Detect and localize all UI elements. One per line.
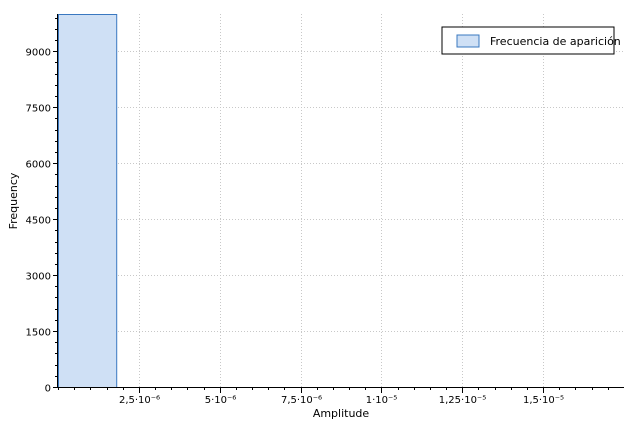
y-tick-label: 3000	[26, 272, 51, 283]
x-tick-label: 7,5·10⁻⁶	[281, 395, 322, 406]
y-tick-label: 0	[45, 384, 51, 395]
y-tick-label: 1500	[26, 328, 51, 339]
y-axis-ticks: 0 1500 3000 4500 6000 7500 9000	[26, 18, 58, 395]
x-tick-label: 5·10⁻⁶	[205, 395, 237, 406]
histogram-bar	[58, 14, 118, 388]
legend-label: Frecuencia de aparición	[490, 35, 621, 48]
x-tick-label: 1,25·10⁻⁵	[439, 395, 486, 406]
x-axis-title: Amplitude	[313, 407, 370, 420]
x-tick-label: 2,5·10⁻⁶	[119, 395, 160, 406]
y-tick-label: 7500	[26, 104, 51, 115]
y-tick-label: 4500	[26, 216, 51, 227]
legend: Frecuencia de aparición	[441, 26, 621, 55]
y-axis-title: Frequency	[7, 172, 20, 229]
x-tick-label: 1·10⁻⁵	[366, 395, 398, 406]
y-tick-label: 6000	[26, 160, 51, 171]
grid	[58, 14, 624, 387]
axes	[57, 14, 624, 388]
y-tick-label: 9000	[26, 48, 51, 59]
legend-swatch	[456, 34, 480, 48]
bars	[58, 14, 118, 388]
x-tick-label: 1,5·10⁻⁵	[523, 395, 564, 406]
x-axis-ticks: 2,5·10⁻⁶ 5·10⁻⁶ 7,5·10⁻⁶ 1·10⁻⁵ 1,25·10⁻⁵ 1,5…	[58, 387, 609, 406]
